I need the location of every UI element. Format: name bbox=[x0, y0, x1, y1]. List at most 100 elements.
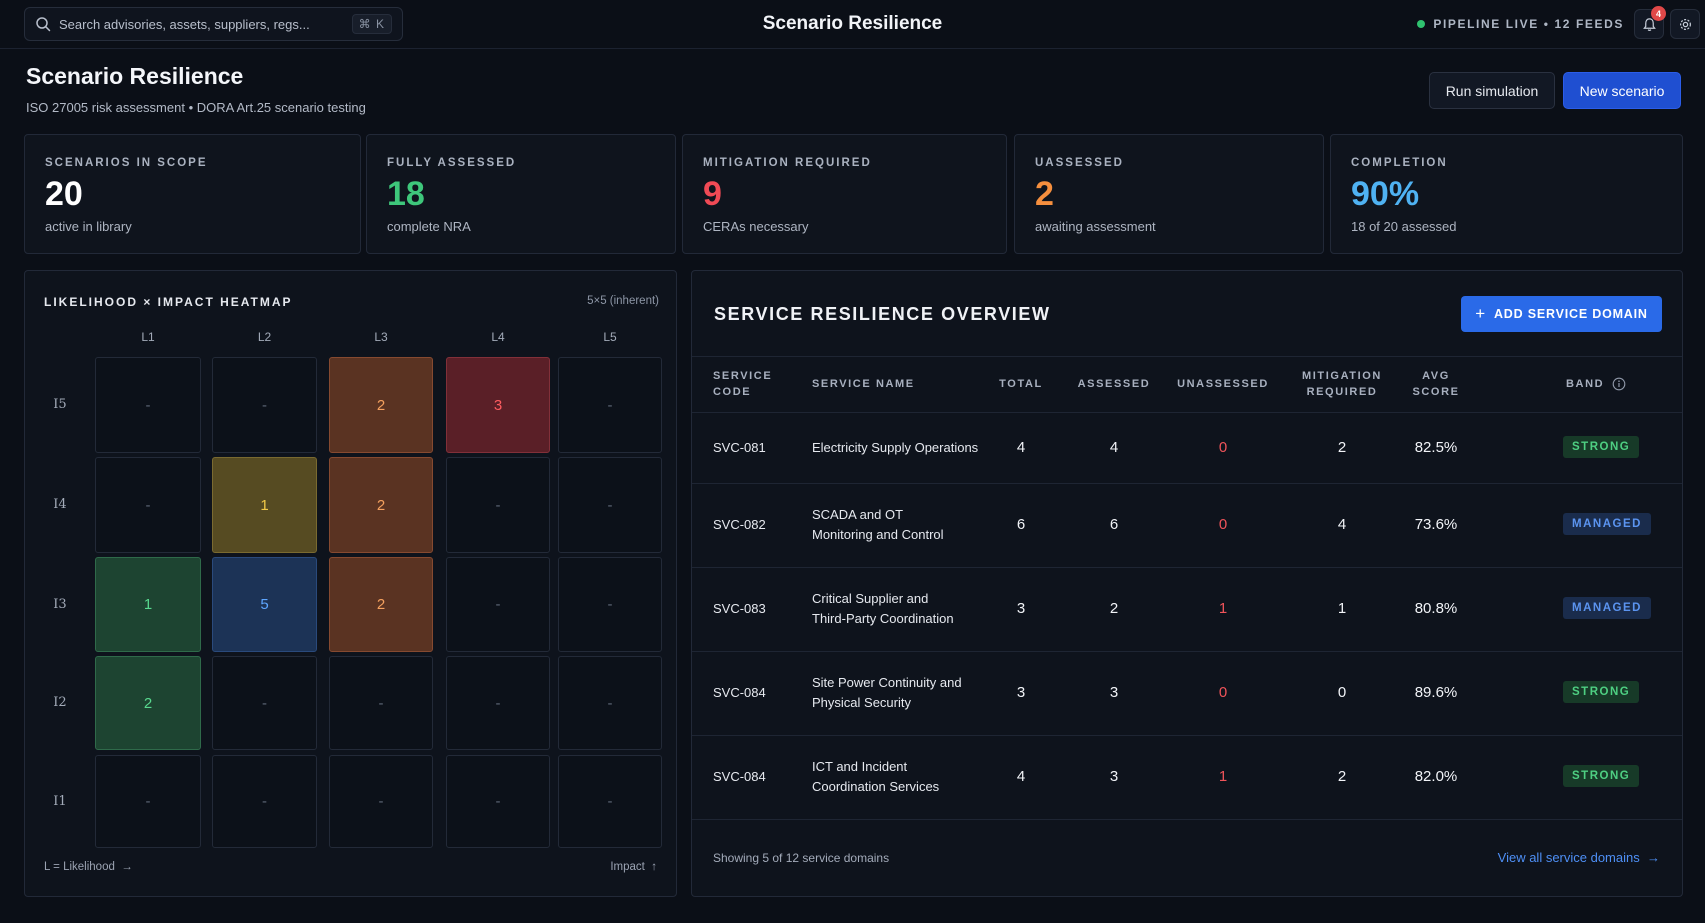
notification-count-badge: 4 bbox=[1651, 6, 1666, 21]
heatmap-panel: LIKELIHOOD × IMPACT HEATMAP 5×5 (inheren… bbox=[24, 270, 677, 897]
heatmap-cell[interactable]: - bbox=[95, 755, 201, 848]
page-title: Scenario Resilience bbox=[26, 63, 244, 89]
heatmap-cell[interactable]: - bbox=[558, 457, 662, 553]
heatmap-cell[interactable]: - bbox=[446, 557, 550, 652]
unassessed-count: 0 bbox=[1218, 516, 1228, 533]
mitigation-count: 1 bbox=[1337, 600, 1347, 617]
band-badge: MANAGED bbox=[1563, 597, 1651, 619]
heatmap-cell[interactable]: 1 bbox=[95, 557, 201, 652]
settings-button[interactable] bbox=[1670, 9, 1700, 39]
service-overview-panel: SERVICE RESILIENCE OVERVIEW + ADD SERVIC… bbox=[691, 270, 1683, 897]
col-header-total[interactable]: TOTAL bbox=[999, 378, 1043, 390]
avg-score: 89.6% bbox=[1414, 684, 1458, 701]
heatmap-cell[interactable]: - bbox=[212, 755, 317, 848]
avg-score: 82.0% bbox=[1414, 768, 1458, 785]
stat-caption: 18 of 20 assessed bbox=[1351, 219, 1457, 234]
col-header-service-code[interactable]: SERVICE CODE bbox=[713, 368, 772, 400]
heatmap-cell[interactable]: 3 bbox=[446, 357, 550, 453]
col-header-band[interactable]: BAND bbox=[1566, 376, 1626, 392]
col-header-unassessed[interactable]: UNASSESSED bbox=[1177, 378, 1269, 390]
heatmap-cell[interactable]: - bbox=[329, 656, 433, 750]
heatmap-cell[interactable]: 2 bbox=[329, 357, 433, 453]
stat-value: 18 bbox=[387, 175, 425, 213]
assessed-count: 6 bbox=[1109, 516, 1119, 533]
heatmap-x-legend: L = Likelihood → bbox=[44, 861, 133, 873]
total-count: 4 bbox=[1016, 768, 1026, 785]
col-header-line: CODE bbox=[713, 386, 752, 398]
heatmap-cell[interactable]: 2 bbox=[329, 557, 433, 652]
heatmap-cell[interactable]: - bbox=[558, 357, 662, 453]
likelihood-legend-text: L = Likelihood bbox=[44, 861, 115, 873]
service-code: SVC-081 bbox=[713, 440, 766, 455]
page-subtitle: ISO 27005 risk assessment • DORA Art.25 … bbox=[26, 100, 366, 115]
new-scenario-button[interactable]: New scenario bbox=[1563, 72, 1681, 109]
heatmap-cell[interactable]: - bbox=[212, 656, 317, 750]
arrow-right-icon: → bbox=[118, 861, 133, 873]
pipeline-status-text: PIPELINE LIVE • 12 FEEDS bbox=[1433, 17, 1624, 31]
heatmap-cell[interactable]: - bbox=[558, 755, 662, 848]
heatmap-cell[interactable]: 5 bbox=[212, 557, 317, 652]
avg-score: 82.5% bbox=[1414, 439, 1458, 456]
add-service-domain-button[interactable]: + ADD SERVICE DOMAIN bbox=[1461, 296, 1662, 332]
heatmap-cell[interactable]: - bbox=[95, 357, 201, 453]
overview-title: SERVICE RESILIENCE OVERVIEW bbox=[714, 304, 1051, 324]
band-badge: STRONG bbox=[1563, 765, 1640, 787]
service-name: ICT and Incident Coordination Services bbox=[812, 757, 982, 797]
search-shortcut-hint: ⌘ K bbox=[351, 14, 392, 34]
heatmap-column-label: L5 bbox=[603, 330, 617, 344]
service-name-line: SCADA and OT bbox=[812, 507, 904, 522]
heatmap-cell[interactable]: - bbox=[446, 656, 550, 750]
heatmap-cell[interactable]: - bbox=[446, 755, 550, 848]
assessed-count: 4 bbox=[1109, 439, 1119, 456]
info-icon[interactable] bbox=[1612, 377, 1626, 391]
heatmap-cell[interactable]: - bbox=[329, 755, 433, 848]
stat-caption: awaiting assessment bbox=[1035, 219, 1156, 234]
mitigation-count: 2 bbox=[1337, 768, 1347, 785]
col-header-avg-score[interactable]: AVG SCORE bbox=[1396, 368, 1476, 400]
col-header-mitigation-required[interactable]: MITIGATION REQUIRED bbox=[1287, 368, 1397, 400]
global-search[interactable]: ⌘ K bbox=[24, 7, 403, 41]
heatmap-cell[interactable]: - bbox=[95, 457, 201, 553]
heatmap-row-label: I3 bbox=[53, 596, 67, 612]
stat-card-unassessed: UASSESSED 2 awaiting assessment bbox=[1014, 134, 1324, 254]
stat-value: 9 bbox=[703, 175, 722, 213]
col-header-assessed[interactable]: ASSESSED bbox=[1077, 378, 1151, 390]
heatmap-title: LIKELIHOOD × IMPACT HEATMAP bbox=[44, 295, 293, 309]
total-count: 6 bbox=[1016, 516, 1026, 533]
heatmap-cell[interactable]: 2 bbox=[95, 656, 201, 750]
table-top-divider bbox=[692, 356, 1682, 357]
assessed-count: 2 bbox=[1109, 600, 1119, 617]
search-input[interactable] bbox=[59, 16, 352, 32]
bell-icon bbox=[1642, 17, 1656, 31]
stat-label: MITIGATION REQUIRED bbox=[703, 157, 872, 169]
notifications-button[interactable]: 4 bbox=[1634, 6, 1666, 39]
view-all-service-domains-link[interactable]: View all service domains → bbox=[1498, 850, 1660, 865]
heatmap-cell[interactable]: - bbox=[558, 656, 662, 750]
table-header-divider bbox=[692, 412, 1682, 413]
heatmap-cell[interactable]: - bbox=[558, 557, 662, 652]
col-header-line: MITIGATION bbox=[1302, 370, 1382, 382]
service-name: Electricity Supply Operations bbox=[812, 438, 982, 458]
arrow-up-icon: ↑ bbox=[648, 861, 657, 873]
heatmap-cell[interactable]: 2 bbox=[329, 457, 433, 553]
mitigation-count: 2 bbox=[1337, 439, 1347, 456]
top-bar: ⌘ K Scenario Resilience PIPELINE LIVE • … bbox=[0, 0, 1705, 49]
run-simulation-button[interactable]: Run simulation bbox=[1429, 72, 1555, 109]
stat-card-fully-assessed: FULLY ASSESSED 18 complete NRA bbox=[366, 134, 676, 254]
col-header-band-label: BAND bbox=[1566, 378, 1605, 390]
heatmap-row-label: I5 bbox=[53, 397, 67, 412]
col-header-service-name[interactable]: SERVICE NAME bbox=[812, 378, 915, 390]
plus-icon: + bbox=[1475, 304, 1486, 323]
heatmap-cell[interactable]: 1 bbox=[212, 457, 317, 553]
stat-card-mitigation: MITIGATION REQUIRED 9 CERAs necessary bbox=[682, 134, 1007, 254]
view-all-link-label: View all service domains bbox=[1497, 850, 1640, 865]
service-name-line: Physical Security bbox=[812, 695, 911, 710]
service-name: Critical Supplier and Third-Party Coordin… bbox=[812, 589, 982, 629]
stat-card-completion: COMPLETION 90% 18 of 20 assessed bbox=[1330, 134, 1683, 254]
stat-label: SCENARIOS IN SCOPE bbox=[45, 157, 208, 169]
service-code: SVC-083 bbox=[713, 601, 766, 616]
heatmap-cell[interactable]: - bbox=[446, 457, 550, 553]
heatmap-cell[interactable]: - bbox=[212, 357, 317, 453]
arrow-right-icon: → bbox=[1643, 850, 1660, 865]
heatmap-column-label: L3 bbox=[374, 330, 388, 344]
